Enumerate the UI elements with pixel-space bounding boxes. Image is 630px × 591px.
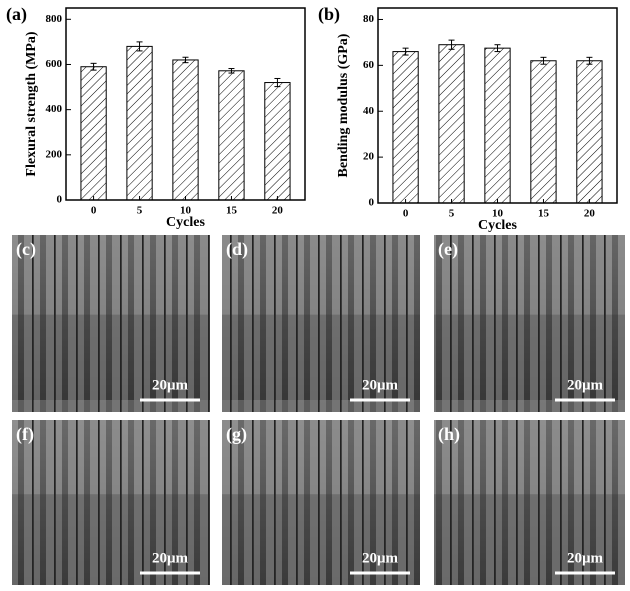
bar — [531, 61, 556, 203]
sem-panels: (c) 20μm (d) 20μm (e) 20μm (f) 20μm (g) 20μm (h) 20… — [12, 235, 625, 585]
bar — [393, 52, 418, 203]
scale-bar-label: 20μm — [362, 550, 399, 566]
y-tick-label: 0 — [369, 197, 375, 209]
sem-image: (e) 20μm — [434, 235, 625, 412]
x-tick-label: 20 — [272, 205, 284, 217]
y-tick-label: 40 — [363, 105, 375, 117]
x-tick-label: 0 — [91, 205, 97, 217]
scale-bar-label: 20μm — [362, 377, 399, 393]
y-tick-label: 80 — [363, 13, 375, 25]
x-tick-label: 15 — [538, 208, 550, 220]
scale-bar-label: 20μm — [152, 550, 189, 566]
sem-image: (f) 20μm — [12, 420, 210, 585]
figure: 020040060080005101520CyclesFlexural stre… — [0, 0, 630, 591]
x-axis-label: Cycles — [166, 215, 205, 230]
sem-image: (g) 20μm — [222, 420, 420, 585]
bar — [577, 61, 602, 203]
bar — [81, 67, 106, 200]
panel-label: (a) — [6, 4, 27, 25]
x-tick-label: 20 — [584, 208, 596, 220]
y-tick-label: 60 — [363, 59, 375, 71]
y-tick-label: 0 — [57, 194, 63, 206]
bar — [127, 46, 152, 200]
sem-shade — [222, 494, 420, 585]
sem-image: (c) 20μm — [12, 235, 210, 412]
scale-bar-label: 20μm — [567, 550, 604, 566]
panel-label: (b) — [318, 4, 340, 25]
sem-shade — [434, 494, 625, 585]
bar — [485, 48, 510, 203]
panel-label: (g) — [226, 424, 247, 445]
bar — [173, 60, 198, 200]
panel-label: (h) — [438, 424, 460, 445]
scale-bar-label: 20μm — [152, 377, 189, 393]
panel-label: (f) — [16, 424, 34, 445]
panel-label: (c) — [16, 239, 36, 260]
x-tick-label: 15 — [226, 205, 238, 217]
x-tick-label: 0 — [403, 208, 409, 220]
sem-shade — [12, 315, 210, 412]
bar — [265, 83, 290, 200]
y-tick-label: 200 — [46, 148, 63, 160]
y-tick-label: 400 — [46, 103, 63, 115]
sem-shade — [434, 315, 625, 412]
bar — [219, 71, 244, 200]
panel-label: (d) — [226, 239, 248, 260]
scale-bar-label: 20μm — [567, 377, 604, 393]
sem-shade — [222, 315, 420, 412]
panel-label: (e) — [438, 239, 458, 260]
sem-shade — [12, 494, 210, 585]
y-axis-label: Flexural strength (MPa) — [24, 31, 39, 176]
x-tick-label: 5 — [137, 205, 143, 217]
sem-image: (h) 20μm — [434, 420, 625, 585]
x-axis-label: Cycles — [478, 218, 517, 233]
x-tick-label: 5 — [449, 208, 455, 220]
bar — [439, 45, 464, 203]
y-axis-label: Bending modulus (GPa) — [336, 33, 351, 177]
sem-image: (d) 20μm — [222, 235, 420, 412]
y-tick-label: 800 — [46, 13, 63, 25]
y-tick-label: 600 — [46, 58, 63, 70]
y-tick-label: 20 — [363, 151, 375, 163]
